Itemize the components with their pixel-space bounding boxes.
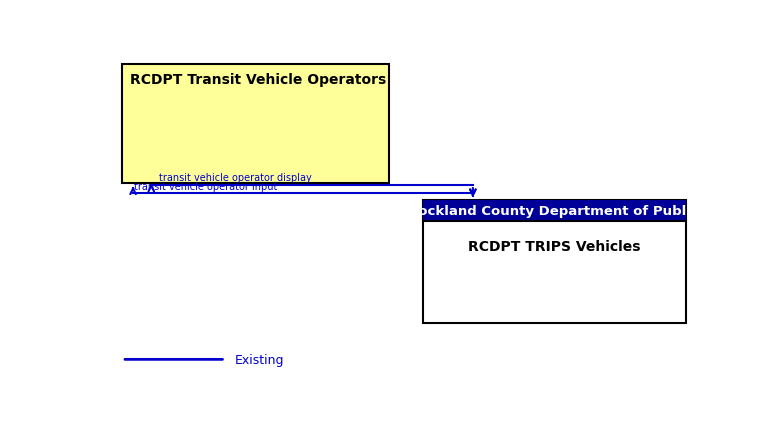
Bar — [423, 200, 687, 221]
Text: RCDPT TRIPS Vehicles: RCDPT TRIPS Vehicles — [468, 240, 640, 254]
Text: RCDPT Transit Vehicle Operators: RCDPT Transit Vehicle Operators — [130, 73, 386, 87]
Text: transit vehicle operator display: transit vehicle operator display — [158, 173, 312, 183]
Text: Existing: Existing — [234, 353, 284, 366]
Bar — [122, 65, 389, 184]
Text: Rockland County Department of Publ...: Rockland County Department of Publ... — [408, 204, 702, 217]
Text: transit vehicle operator input: transit vehicle operator input — [135, 181, 278, 191]
Bar — [423, 200, 687, 323]
